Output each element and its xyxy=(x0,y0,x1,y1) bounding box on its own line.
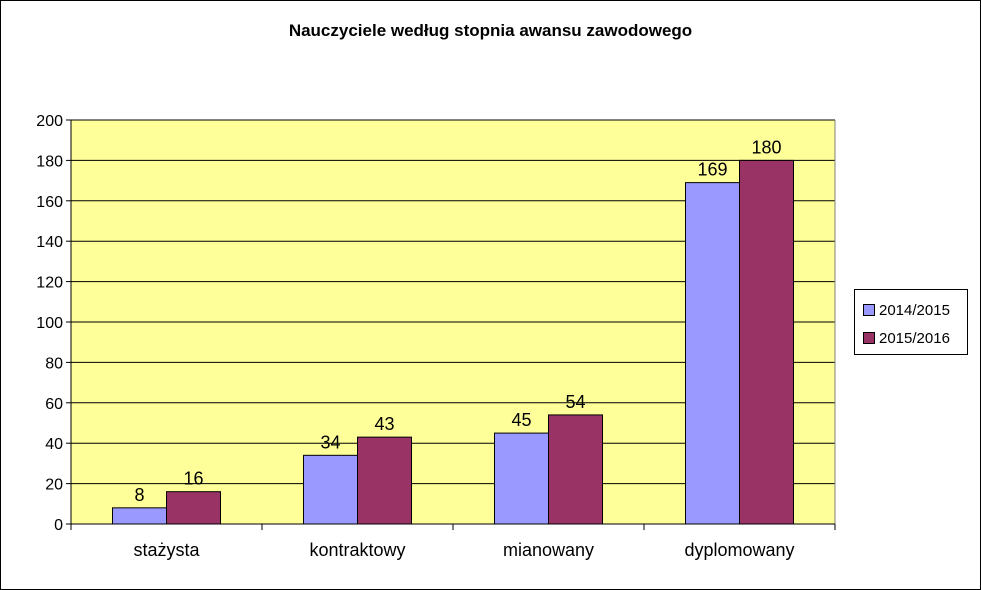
x-tick-label: dyplomowany xyxy=(684,540,794,560)
x-tick-label: stażysta xyxy=(133,540,200,560)
bar xyxy=(548,414,603,525)
data-label: 43 xyxy=(374,414,394,434)
legend-label: 2015/2016 xyxy=(879,329,950,347)
data-label: 45 xyxy=(511,410,531,430)
data-label: 8 xyxy=(134,485,144,505)
legend-swatch xyxy=(863,332,875,344)
legend-swatch xyxy=(863,304,875,316)
y-tick-label: 20 xyxy=(45,477,63,494)
y-tick-label: 200 xyxy=(36,113,63,130)
chart-title: Nauczyciele według stopnia awansu zawodo… xyxy=(288,21,693,40)
y-tick-label: 80 xyxy=(45,355,63,372)
y-tick-label: 40 xyxy=(45,436,63,453)
bar xyxy=(494,432,549,525)
x-tick-label: kontraktowy xyxy=(309,540,405,560)
y-tick-label: 160 xyxy=(36,194,63,211)
legend-item: 2014/2015 xyxy=(863,296,967,324)
y-tick-label: 100 xyxy=(36,315,63,332)
bar xyxy=(303,454,358,525)
bar xyxy=(166,491,221,525)
data-label: 54 xyxy=(565,392,585,412)
legend: 2014/2015 2015/2016 xyxy=(854,289,968,355)
data-label: 169 xyxy=(697,160,727,180)
y-tick-label: 120 xyxy=(36,275,63,292)
x-tick-label: mianowany xyxy=(503,540,594,560)
data-label: 16 xyxy=(183,469,203,489)
bar xyxy=(112,507,167,525)
bar xyxy=(739,159,794,525)
legend-item: 2015/2016 xyxy=(863,324,967,352)
y-tick-label: 60 xyxy=(45,396,63,413)
legend-label: 2014/2015 xyxy=(879,301,950,319)
data-label: 180 xyxy=(751,137,781,157)
y-tick-label: 180 xyxy=(36,153,63,170)
data-label: 34 xyxy=(320,432,340,452)
y-tick-label: 140 xyxy=(36,234,63,251)
bar xyxy=(357,436,412,525)
bar xyxy=(685,182,740,525)
y-tick-label: 0 xyxy=(54,517,63,534)
